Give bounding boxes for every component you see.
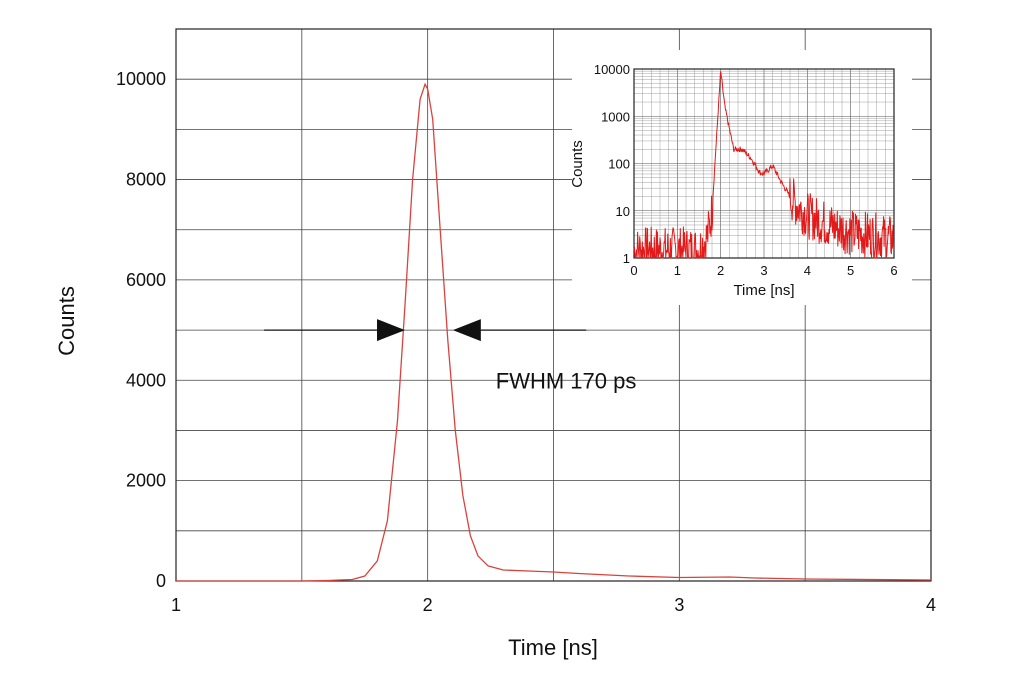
inset-x-tick-label: 6 (890, 263, 897, 278)
main-y-axis-label: Counts (54, 286, 79, 356)
inset-x-tick-label: 1 (674, 263, 681, 278)
inset-background (572, 50, 912, 305)
main-y-tick-label: 4000 (126, 370, 166, 390)
inset-y-tick-label: 10000 (594, 62, 630, 77)
inset-y-tick-label: 1000 (601, 109, 630, 124)
fwhm-annotation: FWHM 170 ps (264, 319, 636, 393)
inset-x-tick-label: 5 (847, 263, 854, 278)
main-y-tick-label: 0 (156, 571, 166, 591)
main-x-tick-label: 1 (171, 595, 181, 615)
main-series-line (176, 82, 932, 582)
main-x-tick-label: 4 (926, 595, 936, 615)
inset-y-axis-label: Counts (569, 140, 586, 188)
main-y-tick-label: 10000 (116, 69, 166, 89)
fwhm-arrowhead (377, 319, 406, 342)
inset-series-line (633, 71, 895, 259)
inset-plot-frame (633, 68, 895, 259)
inset-x-tick-label: 3 (760, 263, 767, 278)
inset-y-tick-label: 10 (616, 204, 630, 219)
inset-x-tick-label: 4 (804, 263, 811, 278)
main-x-tick-label: 3 (674, 595, 684, 615)
fwhm-arrowhead (452, 319, 481, 342)
inset-y-tick-label: 100 (608, 157, 630, 172)
inset-y-tick-label: 1 (623, 251, 630, 266)
main-plot-frame (175, 28, 932, 582)
main-x-axis-label: Time [ns] (508, 635, 598, 660)
inset-x-tick-label: 2 (717, 263, 724, 278)
inset-x-axis-label: Time [ns] (733, 282, 794, 299)
main-y-tick-label: 8000 (126, 170, 166, 190)
inset-x-tick-label: 0 (630, 263, 637, 278)
main-x-tick-label: 2 (423, 595, 433, 615)
main-y-tick-label: 2000 (126, 471, 166, 491)
main-y-tick-label: 6000 (126, 270, 166, 290)
fwhm-label: FWHM 170 ps (496, 368, 637, 393)
